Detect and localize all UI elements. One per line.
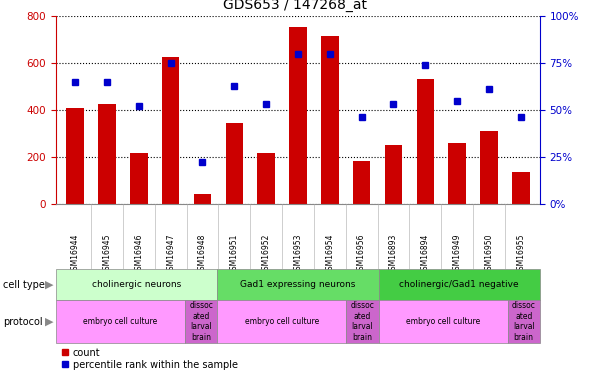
Bar — [379, 269, 540, 300]
Bar — [67, 108, 84, 204]
Text: GSM16945: GSM16945 — [103, 233, 112, 274]
Bar — [98, 104, 116, 204]
Bar — [448, 143, 466, 204]
Text: GSM16952: GSM16952 — [261, 233, 271, 274]
Bar — [185, 300, 217, 343]
Bar — [480, 131, 498, 204]
Text: embryo cell culture: embryo cell culture — [83, 317, 158, 326]
Bar — [194, 194, 211, 204]
Bar — [289, 27, 307, 204]
Text: embryo cell culture: embryo cell culture — [406, 317, 480, 326]
Legend: count, percentile rank within the sample: count, percentile rank within the sample — [61, 348, 238, 370]
Bar — [225, 123, 243, 204]
Bar — [379, 300, 507, 343]
Text: GSM16946: GSM16946 — [135, 233, 143, 274]
Text: GSM16955: GSM16955 — [516, 233, 525, 274]
Text: embryo cell culture: embryo cell culture — [245, 317, 319, 326]
Bar — [56, 269, 217, 300]
Text: GDS653 / 147268_at: GDS653 / 147268_at — [223, 0, 367, 12]
Text: ▶: ▶ — [45, 316, 53, 327]
Text: GSM16894: GSM16894 — [421, 233, 430, 274]
Text: GSM16947: GSM16947 — [166, 233, 175, 274]
Bar — [257, 153, 275, 204]
Bar — [130, 153, 148, 204]
Text: GSM16951: GSM16951 — [230, 233, 239, 274]
Text: protocol: protocol — [3, 316, 42, 327]
Text: GSM16956: GSM16956 — [357, 233, 366, 274]
Text: GSM16949: GSM16949 — [453, 233, 461, 274]
Text: cell type: cell type — [3, 280, 45, 290]
Text: GSM16944: GSM16944 — [71, 233, 80, 274]
Text: GSM16953: GSM16953 — [293, 233, 303, 274]
Text: Gad1 expressing neurons: Gad1 expressing neurons — [240, 280, 356, 289]
Bar — [507, 300, 540, 343]
Text: dissoc
ated
larval
brain: dissoc ated larval brain — [512, 302, 536, 342]
Bar — [217, 300, 346, 343]
Bar — [353, 162, 371, 204]
Bar — [162, 57, 179, 204]
Bar — [346, 300, 379, 343]
Text: cholinergic/Gad1 negative: cholinergic/Gad1 negative — [399, 280, 519, 289]
Text: dissoc
ated
larval
brain: dissoc ated larval brain — [189, 302, 213, 342]
Text: GSM16954: GSM16954 — [325, 233, 335, 274]
Text: dissoc
ated
larval
brain: dissoc ated larval brain — [350, 302, 375, 342]
Text: GSM16950: GSM16950 — [484, 233, 493, 274]
Text: GSM16948: GSM16948 — [198, 233, 207, 274]
Bar — [321, 36, 339, 204]
Text: GSM16893: GSM16893 — [389, 233, 398, 274]
Text: cholinergic neurons: cholinergic neurons — [92, 280, 181, 289]
Bar — [417, 80, 434, 204]
Bar — [56, 300, 185, 343]
Bar — [512, 172, 529, 204]
Bar — [217, 269, 379, 300]
Text: ▶: ▶ — [45, 280, 53, 290]
Bar — [385, 145, 402, 204]
